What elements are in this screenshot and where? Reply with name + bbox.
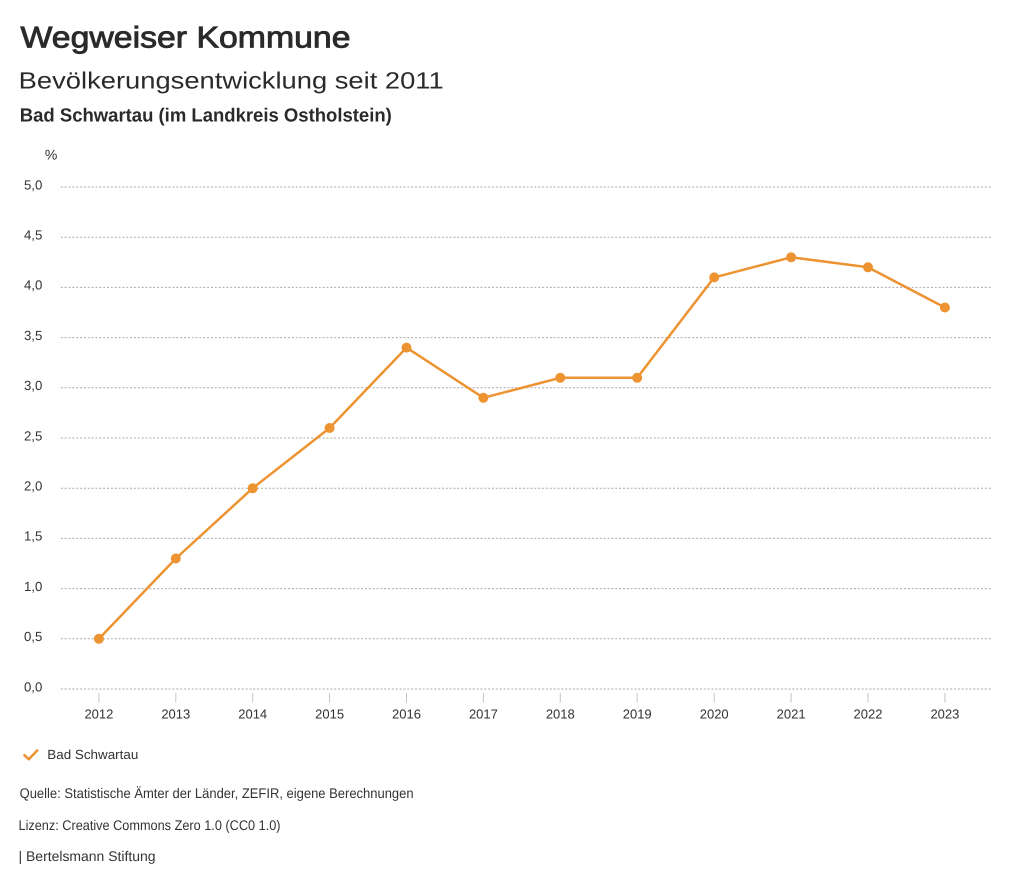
svg-text:Lizenz: Creative Commons Zero: Lizenz: Creative Commons Zero 1.0 (CC0 1… xyxy=(19,817,281,833)
svg-text:2022: 2022 xyxy=(854,707,883,722)
svg-text:2013: 2013 xyxy=(161,707,190,722)
svg-text:2016: 2016 xyxy=(392,707,421,722)
svg-text:| Bertelsmann Stiftung: | Bertelsmann Stiftung xyxy=(19,848,156,864)
svg-text:2,0: 2,0 xyxy=(24,479,42,494)
svg-text:2019: 2019 xyxy=(623,707,652,722)
svg-text:Wegweiser Kommune: Wegweiser Kommune xyxy=(21,22,351,55)
svg-text:4,5: 4,5 xyxy=(24,228,42,243)
svg-text:3,5: 3,5 xyxy=(24,328,42,343)
svg-text:Bad Schwartau: Bad Schwartau xyxy=(47,747,138,762)
svg-text:3,0: 3,0 xyxy=(24,378,42,393)
svg-text:4,0: 4,0 xyxy=(24,278,42,293)
svg-text:1,0: 1,0 xyxy=(24,579,42,594)
svg-text:0,5: 0,5 xyxy=(24,629,42,644)
svg-text:2,5: 2,5 xyxy=(24,428,42,443)
svg-text:Bevölkerungsentwicklung seit 2: Bevölkerungsentwicklung seit 2011 xyxy=(19,67,444,93)
svg-text:2012: 2012 xyxy=(84,707,113,722)
svg-text:2023: 2023 xyxy=(930,707,959,722)
svg-text:Quelle: Statistische Ämter der: Quelle: Statistische Ämter der Länder, Z… xyxy=(20,785,414,801)
svg-text:%: % xyxy=(45,147,57,163)
svg-text:2020: 2020 xyxy=(700,707,729,722)
svg-text:2014: 2014 xyxy=(238,707,267,722)
svg-text:2021: 2021 xyxy=(777,707,806,722)
svg-text:5,0: 5,0 xyxy=(24,177,42,192)
svg-text:1,5: 1,5 xyxy=(24,529,42,544)
svg-text:2015: 2015 xyxy=(315,707,344,722)
svg-text:2018: 2018 xyxy=(546,707,575,722)
svg-text:Bad Schwartau (im Landkreis Os: Bad Schwartau (im Landkreis Ostholstein) xyxy=(20,106,392,127)
svg-text:2017: 2017 xyxy=(469,707,498,722)
svg-text:0,0: 0,0 xyxy=(24,679,42,694)
